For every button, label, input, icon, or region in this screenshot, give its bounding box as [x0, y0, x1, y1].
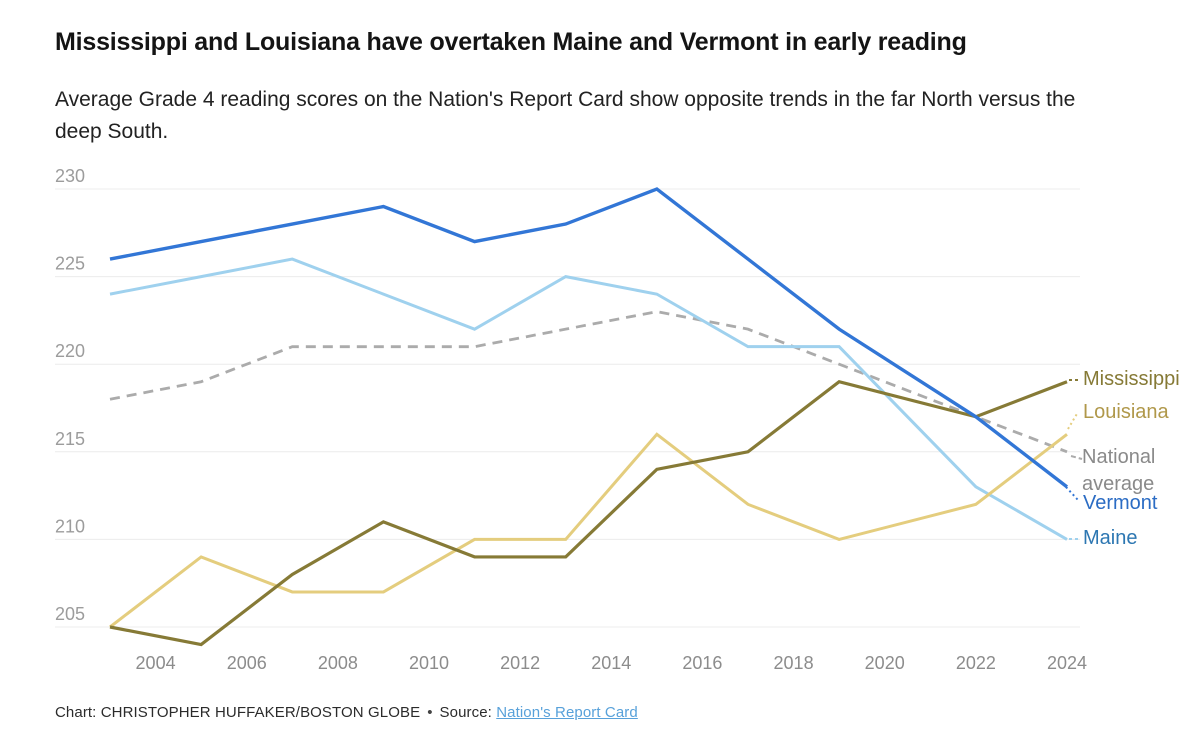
series-line-national-average: [109, 310, 1068, 454]
x-tick-label: 2008: [318, 653, 358, 673]
label-leader-line: [1070, 455, 1083, 460]
y-tick-label: 230: [55, 166, 85, 186]
label-leader-line: [1067, 411, 1079, 430]
series-line-mississippi: [109, 379, 1068, 647]
x-tick-label: 2018: [774, 653, 814, 673]
chart-credit: Chart: CHRISTOPHER HUFFAKER/BOSTON GLOBE: [55, 704, 421, 721]
chart-subtitle: Average Grade 4 reading scores on the Na…: [55, 88, 1076, 143]
label-leader-line: [1065, 486, 1079, 501]
x-tick-label: 2024: [1047, 653, 1087, 673]
x-tick-label: 2010: [409, 653, 449, 673]
series-label-mississippi: Mississippi: [1083, 368, 1180, 390]
footer-separator: •: [427, 704, 433, 721]
series-line-vermont: [109, 187, 1069, 489]
x-tick-label: 2012: [500, 653, 540, 673]
source-link[interactable]: Nation's Report Card: [496, 704, 638, 721]
x-tick-label: 2016: [682, 653, 722, 673]
series-label-maine: Maine: [1083, 527, 1138, 549]
chart-title: Mississippi and Louisiana have overtaken…: [55, 28, 967, 56]
y-tick-label: 225: [55, 254, 85, 274]
x-tick-label: 2006: [227, 653, 267, 673]
x-tick-label: 2014: [591, 653, 631, 673]
series-label-national-average: National average: [1082, 446, 1156, 495]
series-label-louisiana: Louisiana: [1083, 401, 1169, 423]
x-tick-label: 2004: [136, 653, 176, 673]
x-tick-label: 2022: [956, 653, 996, 673]
source-label: Source:: [439, 704, 492, 721]
series-line-louisiana: [109, 432, 1068, 629]
y-tick-label: 220: [55, 341, 85, 361]
y-tick-label: 205: [55, 604, 85, 624]
y-tick-label: 210: [55, 516, 85, 536]
x-tick-label: 2020: [865, 653, 905, 673]
series-label-vermont: Vermont: [1083, 492, 1158, 514]
y-tick-label: 215: [55, 429, 85, 449]
chart-footer: Chart: CHRISTOPHER HUFFAKER/BOSTON GLOBE…: [55, 704, 638, 721]
series-line-maine: [109, 257, 1068, 541]
